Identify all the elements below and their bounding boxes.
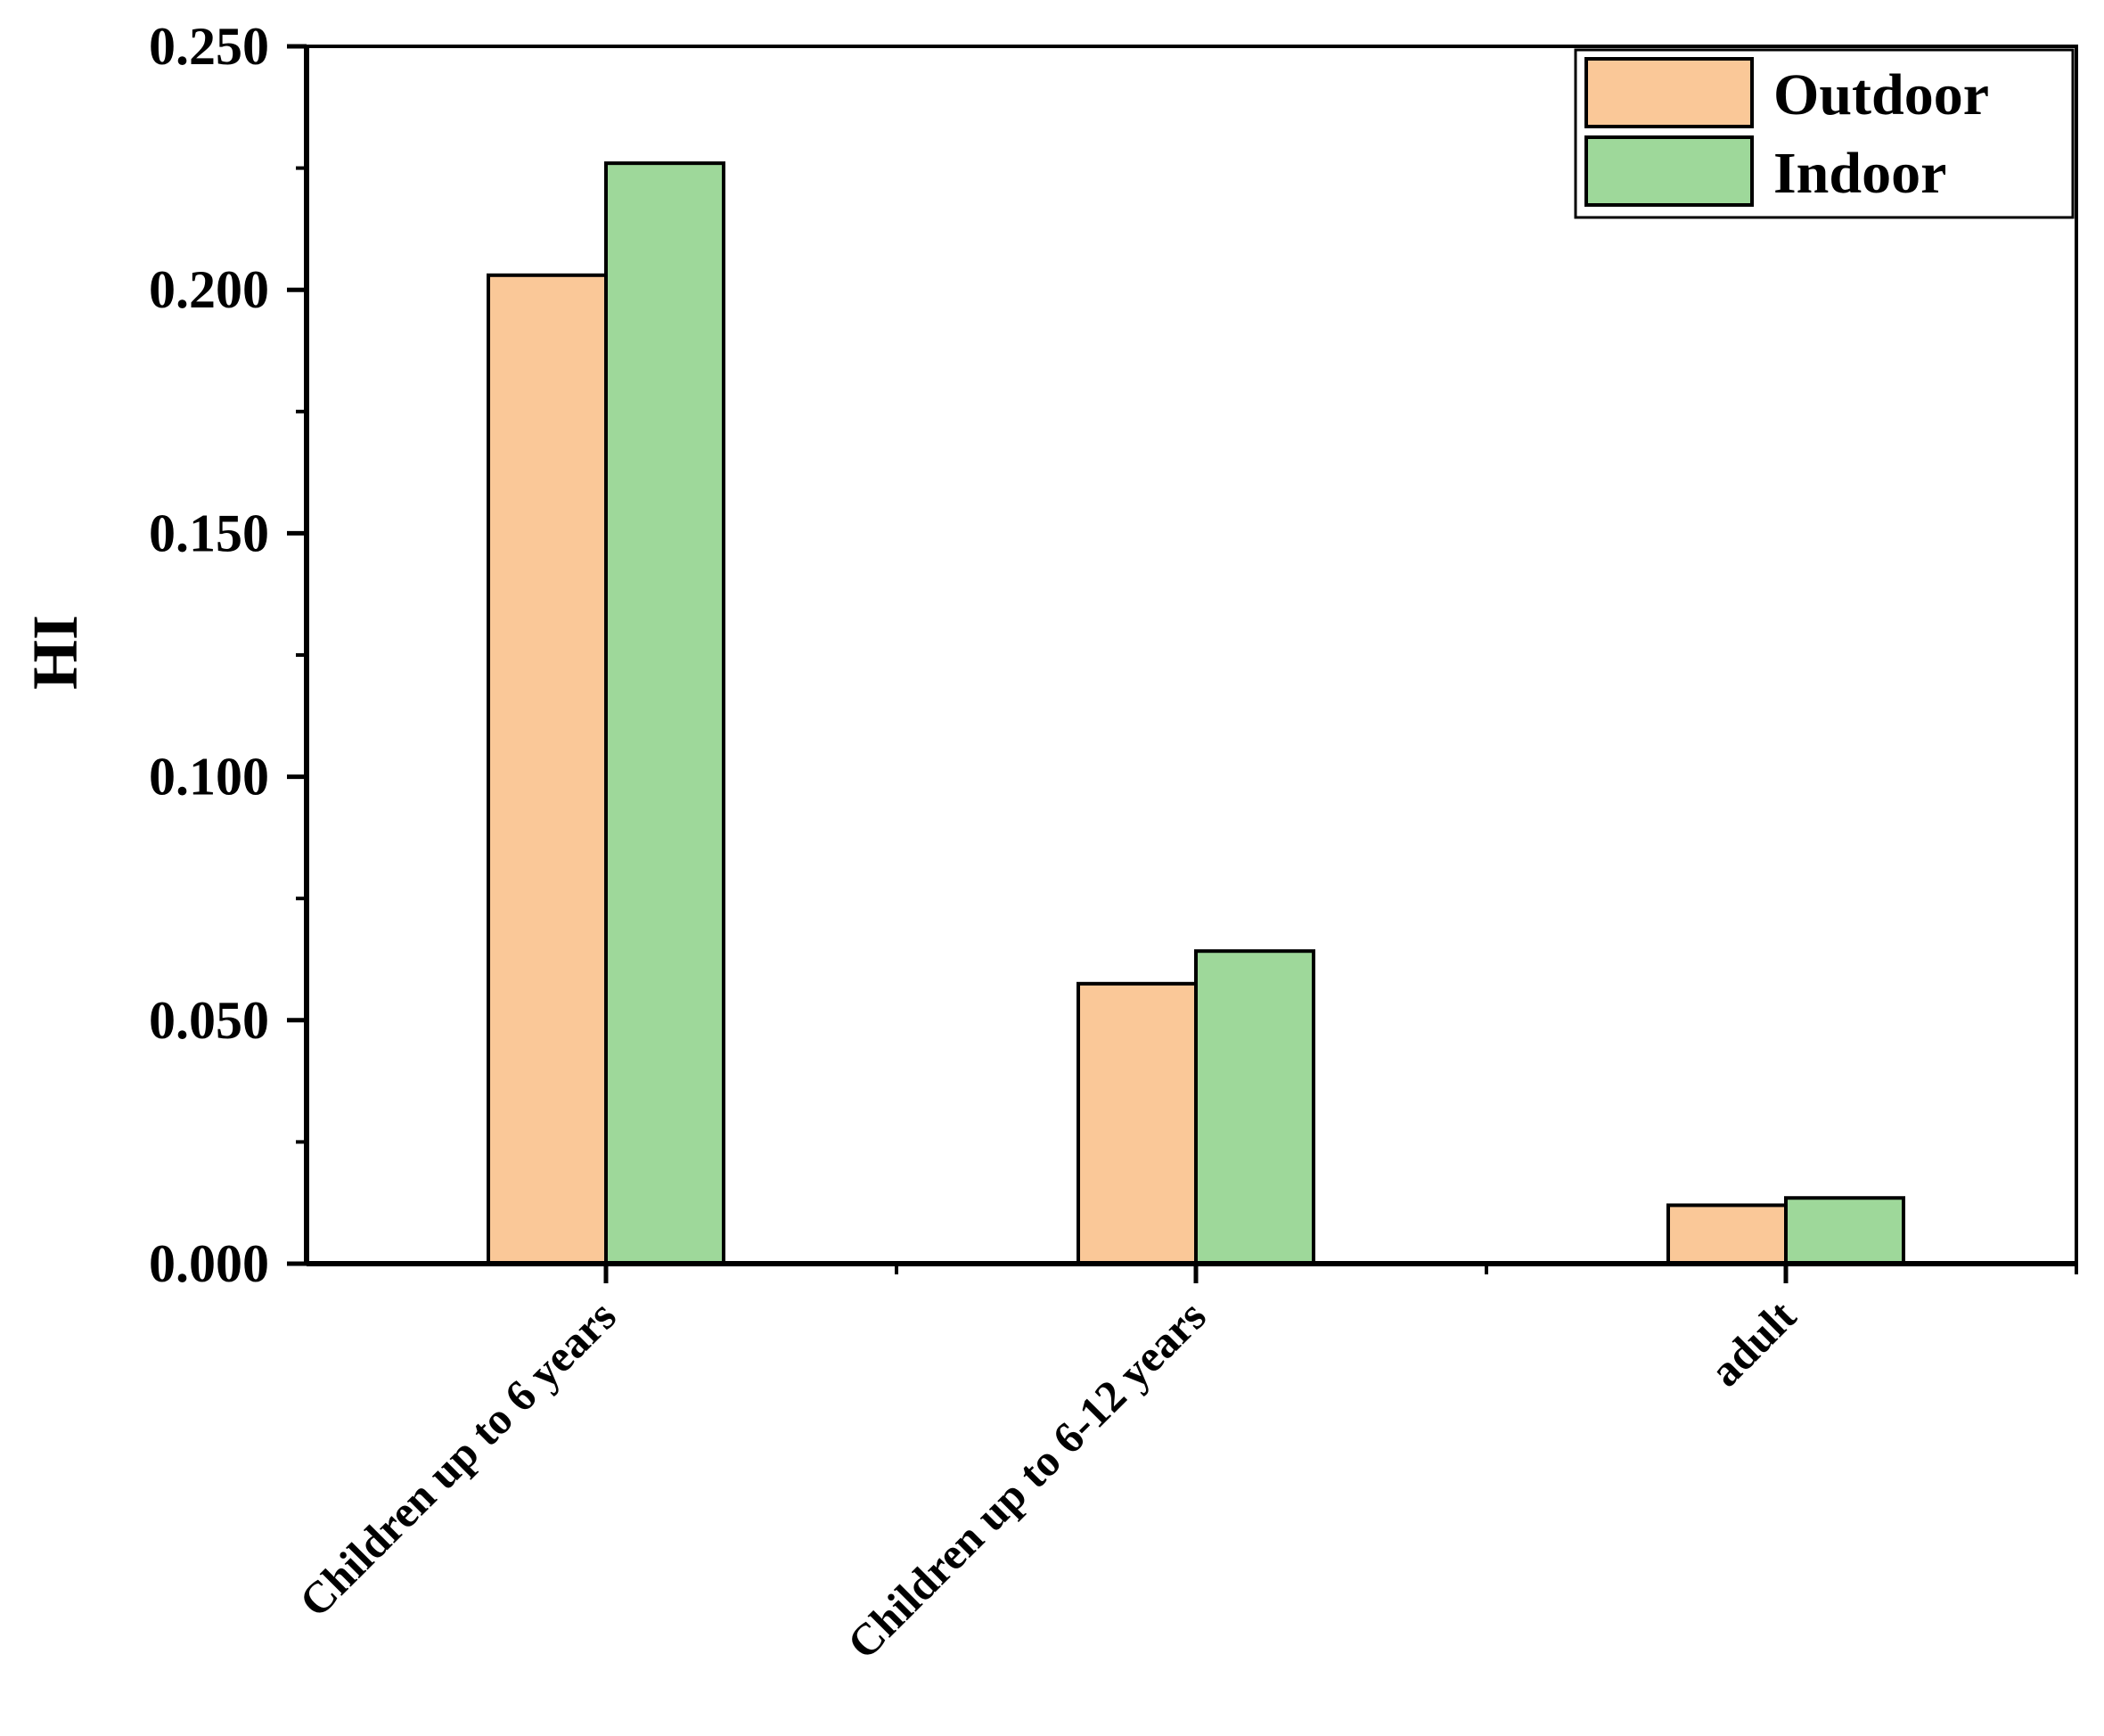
legend-label-indoor: Indoor — [1773, 141, 1946, 206]
bar-outdoor-3 — [1666, 1203, 1788, 1266]
bar-indoor-1 — [604, 161, 725, 1266]
y-tick-label: 0.150 — [149, 504, 269, 562]
bar-outdoor-2 — [1077, 981, 1198, 1265]
y-tick-label: 0.100 — [149, 748, 269, 807]
legend-label-outdoor: Outdoor — [1773, 62, 1989, 127]
legend-swatch-outdoor — [1584, 57, 1754, 128]
x-tick-labels: Children up to 6 years Children up to 6-1… — [290, 1290, 1805, 1668]
bar-outdoor-1 — [487, 273, 608, 1266]
y-tick-label: 0.250 — [149, 17, 269, 76]
y-tick-label: 0.200 — [149, 260, 269, 319]
legend-swatch-indoor — [1584, 135, 1754, 207]
legend: Outdoor Indoor — [1574, 48, 2075, 219]
bars-group — [487, 161, 1905, 1266]
y-tick-label: 0.050 — [149, 991, 269, 1050]
x-tick-label-3: adult — [1700, 1290, 1805, 1396]
axes-group — [287, 44, 2078, 1283]
y-axis-title: HI — [20, 615, 91, 690]
x-tick-label-1: Children up to 6 years — [290, 1290, 626, 1626]
bar-indoor-3 — [1784, 1196, 1905, 1265]
y-tick-labels: 0.000 0.050 0.100 0.150 0.200 0.250 — [149, 17, 269, 1293]
y-tick-label: 0.000 — [149, 1234, 269, 1293]
bar-indoor-2 — [1194, 949, 1315, 1265]
x-tick-label-2: Children up to 6-12 years — [838, 1290, 1216, 1668]
